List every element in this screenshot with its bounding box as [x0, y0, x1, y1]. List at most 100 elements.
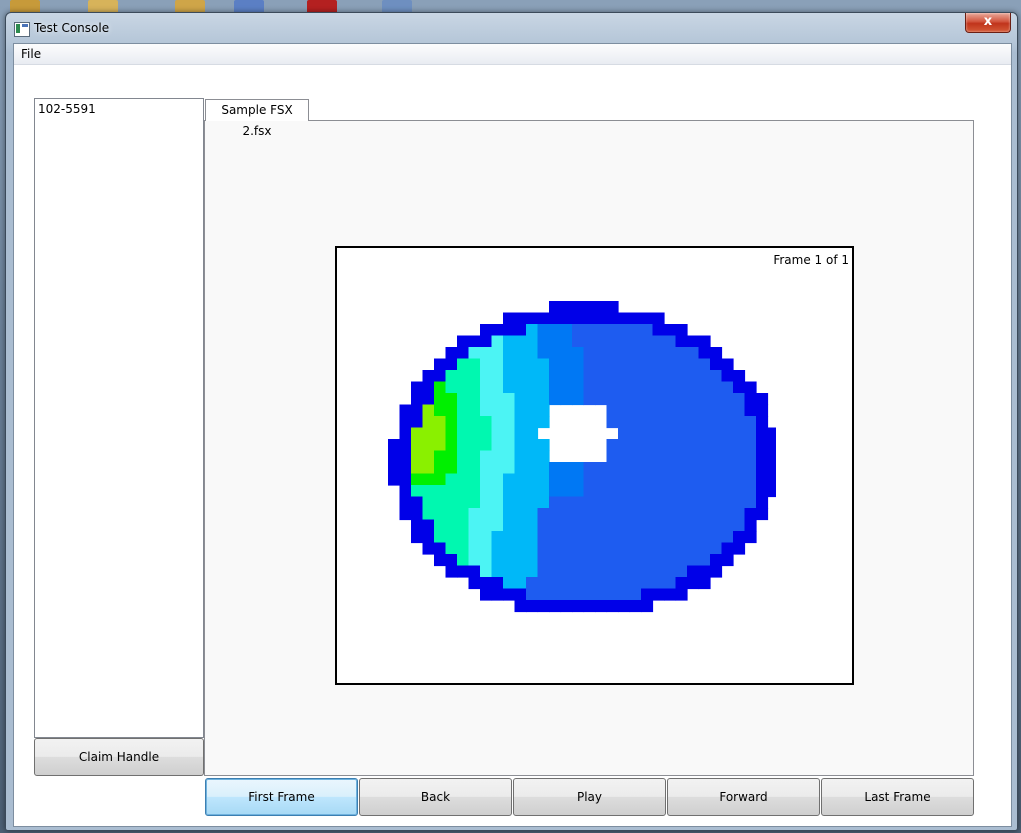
title-bar[interactable]: Test Console x: [6, 13, 1017, 43]
heatmap-cell: [468, 577, 481, 590]
heatmap-cell: [560, 312, 573, 325]
heatmap-image: [388, 301, 776, 613]
heatmap-cell: [641, 588, 654, 601]
heatmap-cell: [537, 565, 550, 578]
heatmap-cell: [445, 519, 458, 532]
heatmap-cell: [698, 381, 711, 394]
heatmap-cell: [583, 542, 596, 555]
heatmap-cell: [629, 519, 642, 532]
first-frame-button[interactable]: First Frame: [205, 778, 358, 816]
heatmap-cell: [537, 347, 550, 360]
heatmap-cell: [710, 439, 723, 452]
heatmap-cell: [756, 496, 769, 509]
heatmap-cell: [721, 542, 734, 555]
heatmap-cell: [537, 370, 550, 383]
play-button[interactable]: Play: [513, 778, 666, 816]
heatmap-cell: [641, 370, 654, 383]
heatmap-cell: [687, 577, 700, 590]
heatmap-cell: [399, 404, 412, 417]
heatmap-cell: [445, 554, 458, 567]
heatmap-cell: [468, 565, 481, 578]
heatmap-cell: [710, 542, 723, 555]
heatmap-cell: [652, 542, 665, 555]
heatmap-cell: [572, 588, 585, 601]
heatmap-cell: [618, 565, 631, 578]
heatmap-cell: [399, 427, 412, 440]
heatmap-cell: [595, 508, 608, 521]
heatmap-cell: [664, 542, 677, 555]
heatmap-cell: [641, 565, 654, 578]
heatmap-cell: [549, 347, 562, 360]
heatmap-cell: [503, 508, 516, 521]
handle-list-item[interactable]: 102-5591: [38, 102, 96, 116]
heatmap-cell: [388, 450, 401, 463]
heatmap-cell: [641, 416, 654, 429]
heatmap-cell: [457, 485, 470, 498]
heatmap-cell: [744, 416, 757, 429]
tab-sample-fsx[interactable]: Sample FSX 2.fsx: [205, 99, 309, 138]
heatmap-cell: [537, 542, 550, 555]
heatmap-cell: [756, 462, 769, 475]
heatmap-cell: [491, 347, 504, 360]
heatmap-cell: [652, 519, 665, 532]
heatmap-cell: [641, 554, 654, 567]
heatmap-cell: [560, 542, 573, 555]
heatmap-cell: [698, 347, 711, 360]
heatmap-cell: [595, 519, 608, 532]
forward-button[interactable]: Forward: [667, 778, 820, 816]
heatmap-cell: [480, 358, 493, 371]
heatmap-cell: [641, 485, 654, 498]
handle-list[interactable]: 102-5591: [34, 98, 204, 738]
heatmap-cell: [687, 496, 700, 509]
heatmap-cell: [629, 335, 642, 348]
heatmap-cell: [434, 542, 447, 555]
heatmap-cell: [606, 600, 619, 613]
heatmap-cell: [641, 358, 654, 371]
heatmap-cell: [733, 462, 746, 475]
heatmap-cell: [503, 324, 516, 337]
heatmap-cell: [721, 462, 734, 475]
heatmap-cell: [767, 427, 776, 440]
heatmap-cell: [652, 450, 665, 463]
heatmap-cell: [491, 519, 504, 532]
heatmap-cell: [652, 531, 665, 544]
menu-file[interactable]: File: [21, 47, 42, 61]
heatmap-cell: [503, 312, 516, 325]
heatmap-cell: [652, 347, 665, 360]
last-frame-button[interactable]: Last Frame: [821, 778, 974, 816]
heatmap-cell: [514, 577, 527, 590]
heatmap-cell: [537, 416, 550, 429]
heatmap-cell: [652, 462, 665, 475]
heatmap-cell: [572, 473, 585, 486]
heatmap-cell: [526, 347, 539, 360]
heatmap-cell: [652, 554, 665, 567]
heatmap-cell: [445, 427, 458, 440]
heatmap-cell: [457, 393, 470, 406]
heatmap-cell: [491, 439, 504, 452]
heatmap-cell: [480, 462, 493, 475]
heatmap-cell: [480, 519, 493, 532]
heatmap-cell: [744, 439, 757, 452]
heatmap-cell: [526, 600, 539, 613]
heatmap-cell: [652, 439, 665, 452]
heatmap-cell: [583, 324, 596, 337]
heatmap-cell: [687, 393, 700, 406]
heatmap-cell: [710, 393, 723, 406]
close-button[interactable]: x: [965, 13, 1011, 33]
heatmap-cell: [480, 439, 493, 452]
back-button[interactable]: Back: [359, 778, 512, 816]
heatmap-cell: [422, 370, 435, 383]
heatmap-cell: [629, 542, 642, 555]
heatmap-cell: [618, 577, 631, 590]
heatmap-cell: [549, 531, 562, 544]
heatmap-cell: [445, 416, 458, 429]
heatmap-cell: [687, 473, 700, 486]
claim-handle-button[interactable]: Claim Handle: [34, 738, 204, 776]
heatmap-cell: [687, 347, 700, 360]
heatmap-cell: [641, 450, 654, 463]
heatmap-cell: [560, 370, 573, 383]
heatmap-cell: [399, 450, 412, 463]
heatmap-cell: [595, 324, 608, 337]
heatmap-cell: [503, 588, 516, 601]
heatmap-cell: [572, 496, 585, 509]
